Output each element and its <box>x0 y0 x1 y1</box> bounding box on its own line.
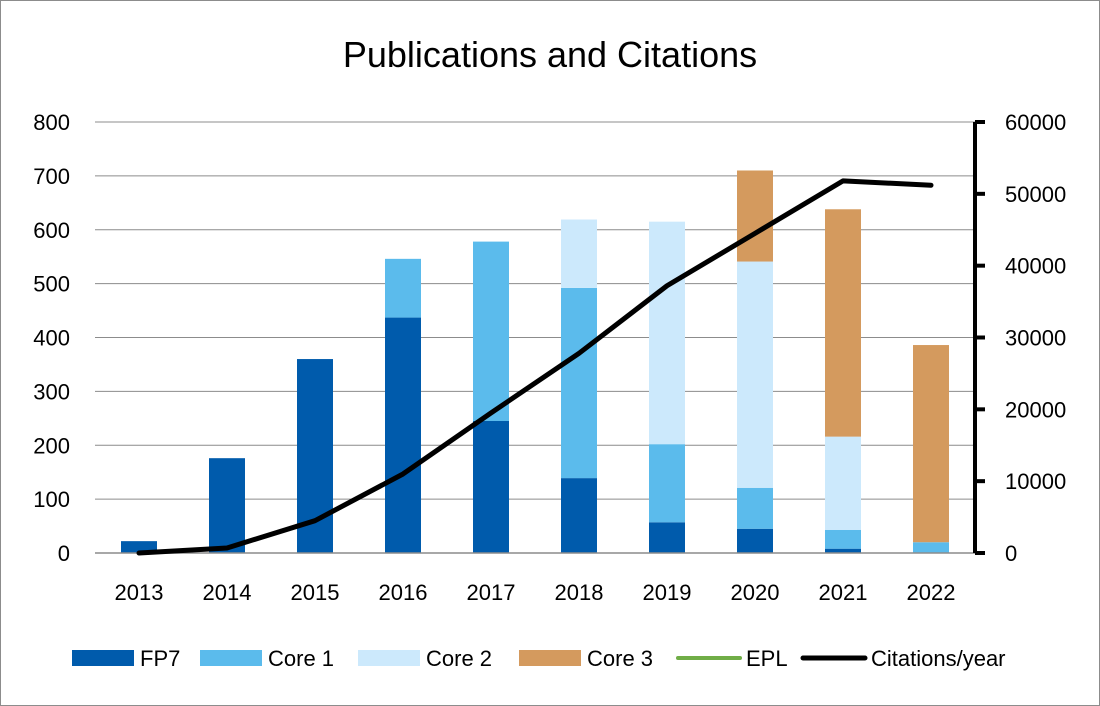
legend-swatch-fp7 <box>72 650 134 666</box>
y-left-tick-label: 300 <box>33 379 70 404</box>
bar-core-3-2020 <box>737 170 773 262</box>
axes: 0 100 200 300 400 500 600 700 800 2013 2014 2015 201… <box>33 110 1066 605</box>
bar-core-2-2021 <box>825 436 861 530</box>
chart-title: Publications and Citations <box>342 34 758 75</box>
bar-core-3-2022 <box>913 345 949 543</box>
x-tick-label: 2022 <box>907 580 956 605</box>
y-left-tick-label: 200 <box>33 433 70 458</box>
y-right-tick-label: 10000 <box>1005 469 1066 494</box>
legend-swatch-core-3 <box>519 650 581 666</box>
bar-core-1-2018 <box>561 287 597 479</box>
legend-swatch-core-2 <box>358 650 420 666</box>
x-tick-label: 2020 <box>731 580 780 605</box>
bar-core-2-2020 <box>737 261 773 488</box>
citations-point-2014 <box>226 547 228 549</box>
x-tick-label: 2014 <box>203 580 252 605</box>
citations-point-2017 <box>490 412 492 414</box>
y-right-tick-label: 30000 <box>1005 326 1066 351</box>
citations-point-2015 <box>314 520 316 522</box>
legend: FP7 Core 1 Core 2 Core 3 EPL Citations/year <box>72 646 1006 671</box>
legend-label-fp7: FP7 <box>140 646 180 671</box>
y-right-tick-label: 20000 <box>1005 397 1066 422</box>
bar-core-2-2019 <box>649 221 685 445</box>
y-left-tick-label: 0 <box>58 541 70 566</box>
citations-point-2022 <box>930 184 932 186</box>
bar-fp7-2017 <box>473 421 509 553</box>
bar-fp7-2018 <box>561 478 597 553</box>
y-left-tick-label: 800 <box>33 110 70 135</box>
x-tick-label: 2019 <box>643 580 692 605</box>
x-tick-label: 2016 <box>379 580 428 605</box>
legend-label-core-2: Core 2 <box>426 646 492 671</box>
x-tick-label: 2018 <box>555 580 604 605</box>
bar-core-1-2016 <box>385 258 421 318</box>
y-right-tick-label: 50000 <box>1005 182 1066 207</box>
legend-label-epl: EPL <box>746 646 788 671</box>
citations-point-2013 <box>138 552 140 554</box>
citations-point-2021 <box>842 180 844 182</box>
bars <box>121 170 949 553</box>
citations-point-2018 <box>578 352 580 354</box>
y-right-tick-label: 60000 <box>1005 110 1066 135</box>
x-tick-label: 2021 <box>819 580 868 605</box>
citations-point-2020 <box>754 232 756 234</box>
bar-fp7-2019 <box>649 522 685 553</box>
y-right-tick-label: 0 <box>1005 541 1017 566</box>
bar-fp7-2014 <box>209 458 245 553</box>
bar-fp7-2016 <box>385 317 421 553</box>
bar-core-1-2019 <box>649 444 685 523</box>
citations-line <box>136 178 934 556</box>
bar-core-1-2020 <box>737 487 773 529</box>
bar-core-1-2022 <box>913 542 949 553</box>
x-tick-label: 2017 <box>467 580 516 605</box>
y-right-tick-label: 40000 <box>1005 254 1066 279</box>
y-left-tick-label: 400 <box>33 326 70 351</box>
bar-core-3-2021 <box>825 209 861 437</box>
bar-fp7-2021 <box>825 548 861 553</box>
citations-line-layer <box>136 178 934 556</box>
citations-point-2019 <box>666 285 668 287</box>
y-left-tick-label: 700 <box>33 164 70 189</box>
x-tick-label: 2013 <box>115 580 164 605</box>
bar-core-1-2017 <box>473 241 509 422</box>
x-tick-label: 2015 <box>291 580 340 605</box>
bar-core-1-2021 <box>825 529 861 549</box>
y-left-tick-label: 500 <box>33 272 70 297</box>
citations-point-2016 <box>402 473 404 475</box>
bar-fp7-2020 <box>737 528 773 553</box>
bar-fp7-2013 <box>121 541 157 553</box>
y-left-tick-label: 600 <box>33 218 70 243</box>
y-left-tick-label: 100 <box>33 487 70 512</box>
legend-swatch-core-1 <box>200 650 262 666</box>
legend-label-core-3: Core 3 <box>587 646 653 671</box>
legend-label-core-1: Core 1 <box>268 646 334 671</box>
legend-label-citations-year: Citations/year <box>871 646 1006 671</box>
bar-core-2-2018 <box>561 219 597 288</box>
